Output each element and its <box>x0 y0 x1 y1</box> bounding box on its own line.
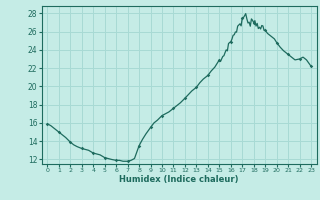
X-axis label: Humidex (Indice chaleur): Humidex (Indice chaleur) <box>119 175 239 184</box>
